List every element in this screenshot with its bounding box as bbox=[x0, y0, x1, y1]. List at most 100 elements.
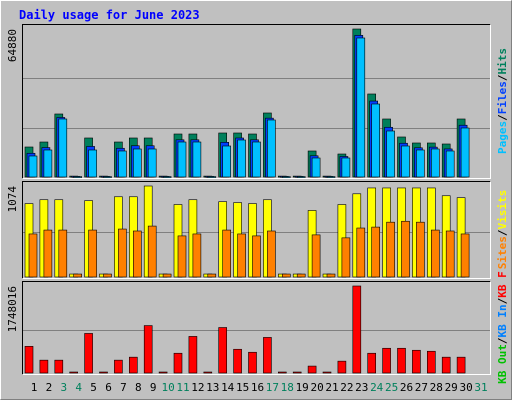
bar bbox=[341, 157, 351, 178]
x-tick-label: 11 bbox=[176, 381, 189, 394]
bar bbox=[416, 221, 425, 278]
bar bbox=[277, 371, 287, 374]
bar bbox=[367, 352, 377, 374]
x-tick-label: 27 bbox=[415, 381, 428, 394]
x-tick-label: 22 bbox=[340, 381, 353, 394]
bar bbox=[207, 273, 217, 278]
bar bbox=[341, 237, 351, 278]
y-max-label: 64880 bbox=[6, 29, 19, 62]
x-tick-label: 16 bbox=[251, 381, 264, 394]
y-max-label: 1748016 bbox=[6, 286, 19, 332]
bar bbox=[173, 352, 183, 374]
bar bbox=[252, 235, 261, 278]
bar bbox=[133, 148, 142, 178]
bar bbox=[162, 176, 172, 178]
bar bbox=[103, 176, 112, 178]
bar bbox=[371, 226, 381, 278]
x-tick-label: 7 bbox=[120, 381, 127, 394]
x-tick-label: 3 bbox=[60, 381, 67, 394]
x-tick-label: 20 bbox=[310, 381, 323, 394]
bar bbox=[28, 155, 38, 178]
bar bbox=[296, 176, 306, 178]
legend: Sites/Visits bbox=[496, 190, 509, 270]
bar bbox=[386, 130, 395, 178]
bar bbox=[58, 118, 68, 178]
chart-title: Daily usage for June 2023 bbox=[19, 8, 200, 22]
x-tick-label: 24 bbox=[370, 381, 384, 394]
bar bbox=[192, 141, 202, 178]
x-tick-label: 23 bbox=[355, 381, 368, 394]
x-tick-label: 15 bbox=[236, 381, 249, 394]
legend-entry: Hits bbox=[496, 48, 509, 75]
bar bbox=[237, 139, 246, 178]
bar bbox=[39, 359, 49, 374]
bar bbox=[426, 350, 436, 374]
x-tick-label: 30 bbox=[459, 381, 472, 394]
bar bbox=[292, 371, 302, 374]
bar bbox=[337, 360, 347, 374]
bar bbox=[73, 176, 82, 178]
bar bbox=[24, 346, 34, 374]
bar bbox=[326, 273, 336, 278]
bar bbox=[192, 233, 202, 278]
legend-separator: / bbox=[496, 74, 509, 81]
bar bbox=[371, 103, 381, 178]
bar bbox=[147, 148, 157, 178]
bar bbox=[311, 157, 321, 178]
x-tick-label: 12 bbox=[191, 381, 204, 394]
legend-entry: Visits bbox=[496, 190, 509, 230]
bar bbox=[356, 227, 366, 278]
legend-entry: KB Out bbox=[496, 344, 509, 384]
bar bbox=[43, 229, 53, 278]
bar bbox=[188, 336, 198, 374]
bar bbox=[222, 229, 231, 278]
bar bbox=[177, 141, 187, 178]
legend-entry: Sites bbox=[496, 236, 509, 269]
bar bbox=[460, 127, 470, 178]
plot-border-light bbox=[22, 24, 491, 179]
legend: Pages/Files/Hits bbox=[496, 48, 509, 154]
bar bbox=[401, 220, 410, 278]
bar bbox=[54, 359, 64, 374]
bar bbox=[84, 333, 93, 374]
bar bbox=[73, 273, 82, 278]
x-tick-label: 1 bbox=[31, 381, 38, 394]
bar bbox=[296, 273, 306, 278]
bar bbox=[88, 229, 97, 278]
bar bbox=[88, 149, 97, 178]
bar bbox=[267, 230, 276, 278]
x-tick-label: 25 bbox=[385, 381, 398, 394]
bar bbox=[460, 233, 470, 278]
x-tick-label: 13 bbox=[206, 381, 219, 394]
legend-entry: KB In bbox=[496, 304, 509, 337]
bar bbox=[222, 145, 231, 178]
legend-separator: / bbox=[496, 114, 509, 121]
x-tick-label: 5 bbox=[90, 381, 97, 394]
bar bbox=[158, 371, 168, 374]
bar bbox=[103, 273, 112, 278]
x-tick-label: 17 bbox=[266, 381, 279, 394]
x-tick-label: 9 bbox=[150, 381, 157, 394]
legend-separator: / bbox=[496, 297, 509, 304]
bar bbox=[401, 145, 410, 178]
bar bbox=[307, 365, 317, 374]
y-max-label: 1074 bbox=[6, 186, 19, 213]
plot-border bbox=[22, 181, 491, 279]
x-tick-label: 8 bbox=[135, 381, 142, 394]
bar bbox=[218, 327, 227, 374]
x-tick-label: 18 bbox=[281, 381, 294, 394]
x-tick-label: 26 bbox=[400, 381, 413, 394]
bar bbox=[114, 359, 123, 374]
legend: KB Out/KB In/KB F bbox=[496, 271, 509, 384]
x-tick-label: 4 bbox=[75, 381, 82, 394]
x-tick-label: 21 bbox=[325, 381, 338, 394]
plot-border-light bbox=[22, 281, 491, 375]
bar bbox=[99, 371, 108, 374]
bar bbox=[382, 347, 391, 374]
bar bbox=[322, 371, 332, 374]
bar bbox=[177, 235, 187, 278]
x-tick-label: 28 bbox=[430, 381, 443, 394]
x-tick-label: 31 bbox=[474, 381, 487, 394]
bar bbox=[386, 221, 395, 278]
